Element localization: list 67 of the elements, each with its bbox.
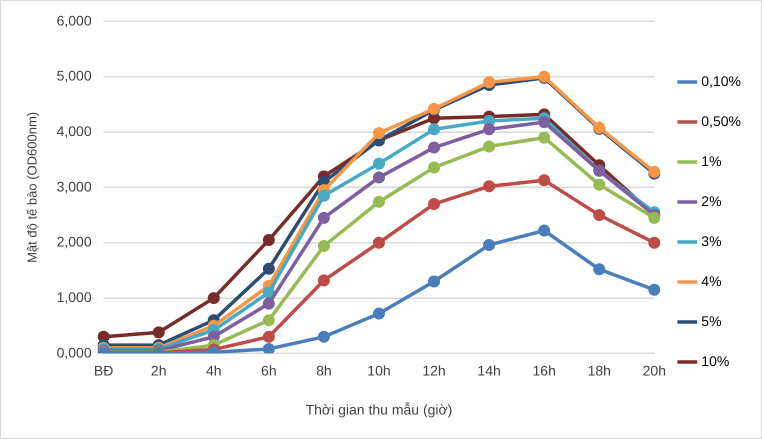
y-tick-label: 4,000 [56,122,92,139]
point [428,275,440,288]
legend-label: 5% [701,312,722,329]
point [318,330,330,343]
x-tick-label: 2h [150,362,166,379]
y-axis-title: Mật độ tế bào (OD600nm) [24,112,40,263]
x-tick-label: 20h [642,362,666,379]
point [483,180,496,192]
point [262,342,275,354]
legend-label: 1% [701,152,722,169]
point [428,161,440,174]
legend-label: 2% [701,192,722,209]
point [372,171,385,184]
point [372,127,385,140]
point [593,178,606,191]
point [538,174,550,186]
point [428,123,440,136]
point [372,158,385,170]
x-tick-label: BĐ [94,362,114,379]
x-tick-label: 18h [588,362,611,379]
point [318,240,330,252]
x-tick-label: 10h [367,362,391,379]
legend-label: 0,50% [701,112,742,129]
point [538,116,550,128]
point [428,142,440,154]
y-tick-label: 1,000 [56,288,92,305]
legend-label: 3% [701,232,722,249]
x-tick-label: 6h [261,362,277,379]
point [262,234,275,246]
point [262,314,275,326]
y-tick-label: 5,000 [56,68,92,84]
point [428,198,440,210]
point [483,123,496,136]
point [593,209,606,222]
point [262,262,275,275]
y-tick-label: 2,000 [56,234,92,250]
x-tick-label: 16h [532,362,556,379]
point [648,284,660,296]
point [208,292,220,304]
point [648,212,660,224]
point [318,274,330,286]
point [262,298,275,310]
point [538,132,550,144]
x-tick-label: 14h [477,362,501,379]
point [483,140,496,152]
x-tick-label: 8h [316,362,332,379]
point [318,190,330,202]
legend-label: 10% [701,352,730,369]
point [648,236,660,249]
legend-label: 4% [701,272,722,289]
y-tick-label: 3,000 [56,178,92,194]
point [262,330,275,343]
point [318,212,330,224]
point [538,224,550,237]
point [372,236,385,249]
y-tick-label: 0,000 [56,344,92,360]
point [593,263,606,276]
point [372,196,385,208]
x-tick-label: 4h [206,362,222,379]
point [483,238,496,251]
point [483,76,496,88]
point [152,326,165,338]
legend-label: 0,10% [701,72,742,89]
x-axis-title: Thời gian thu mẫu (giờ) [306,401,452,418]
y-tick-label: 6,000 [56,12,92,28]
point [372,308,385,320]
x-tick-label: 12h [422,362,446,379]
